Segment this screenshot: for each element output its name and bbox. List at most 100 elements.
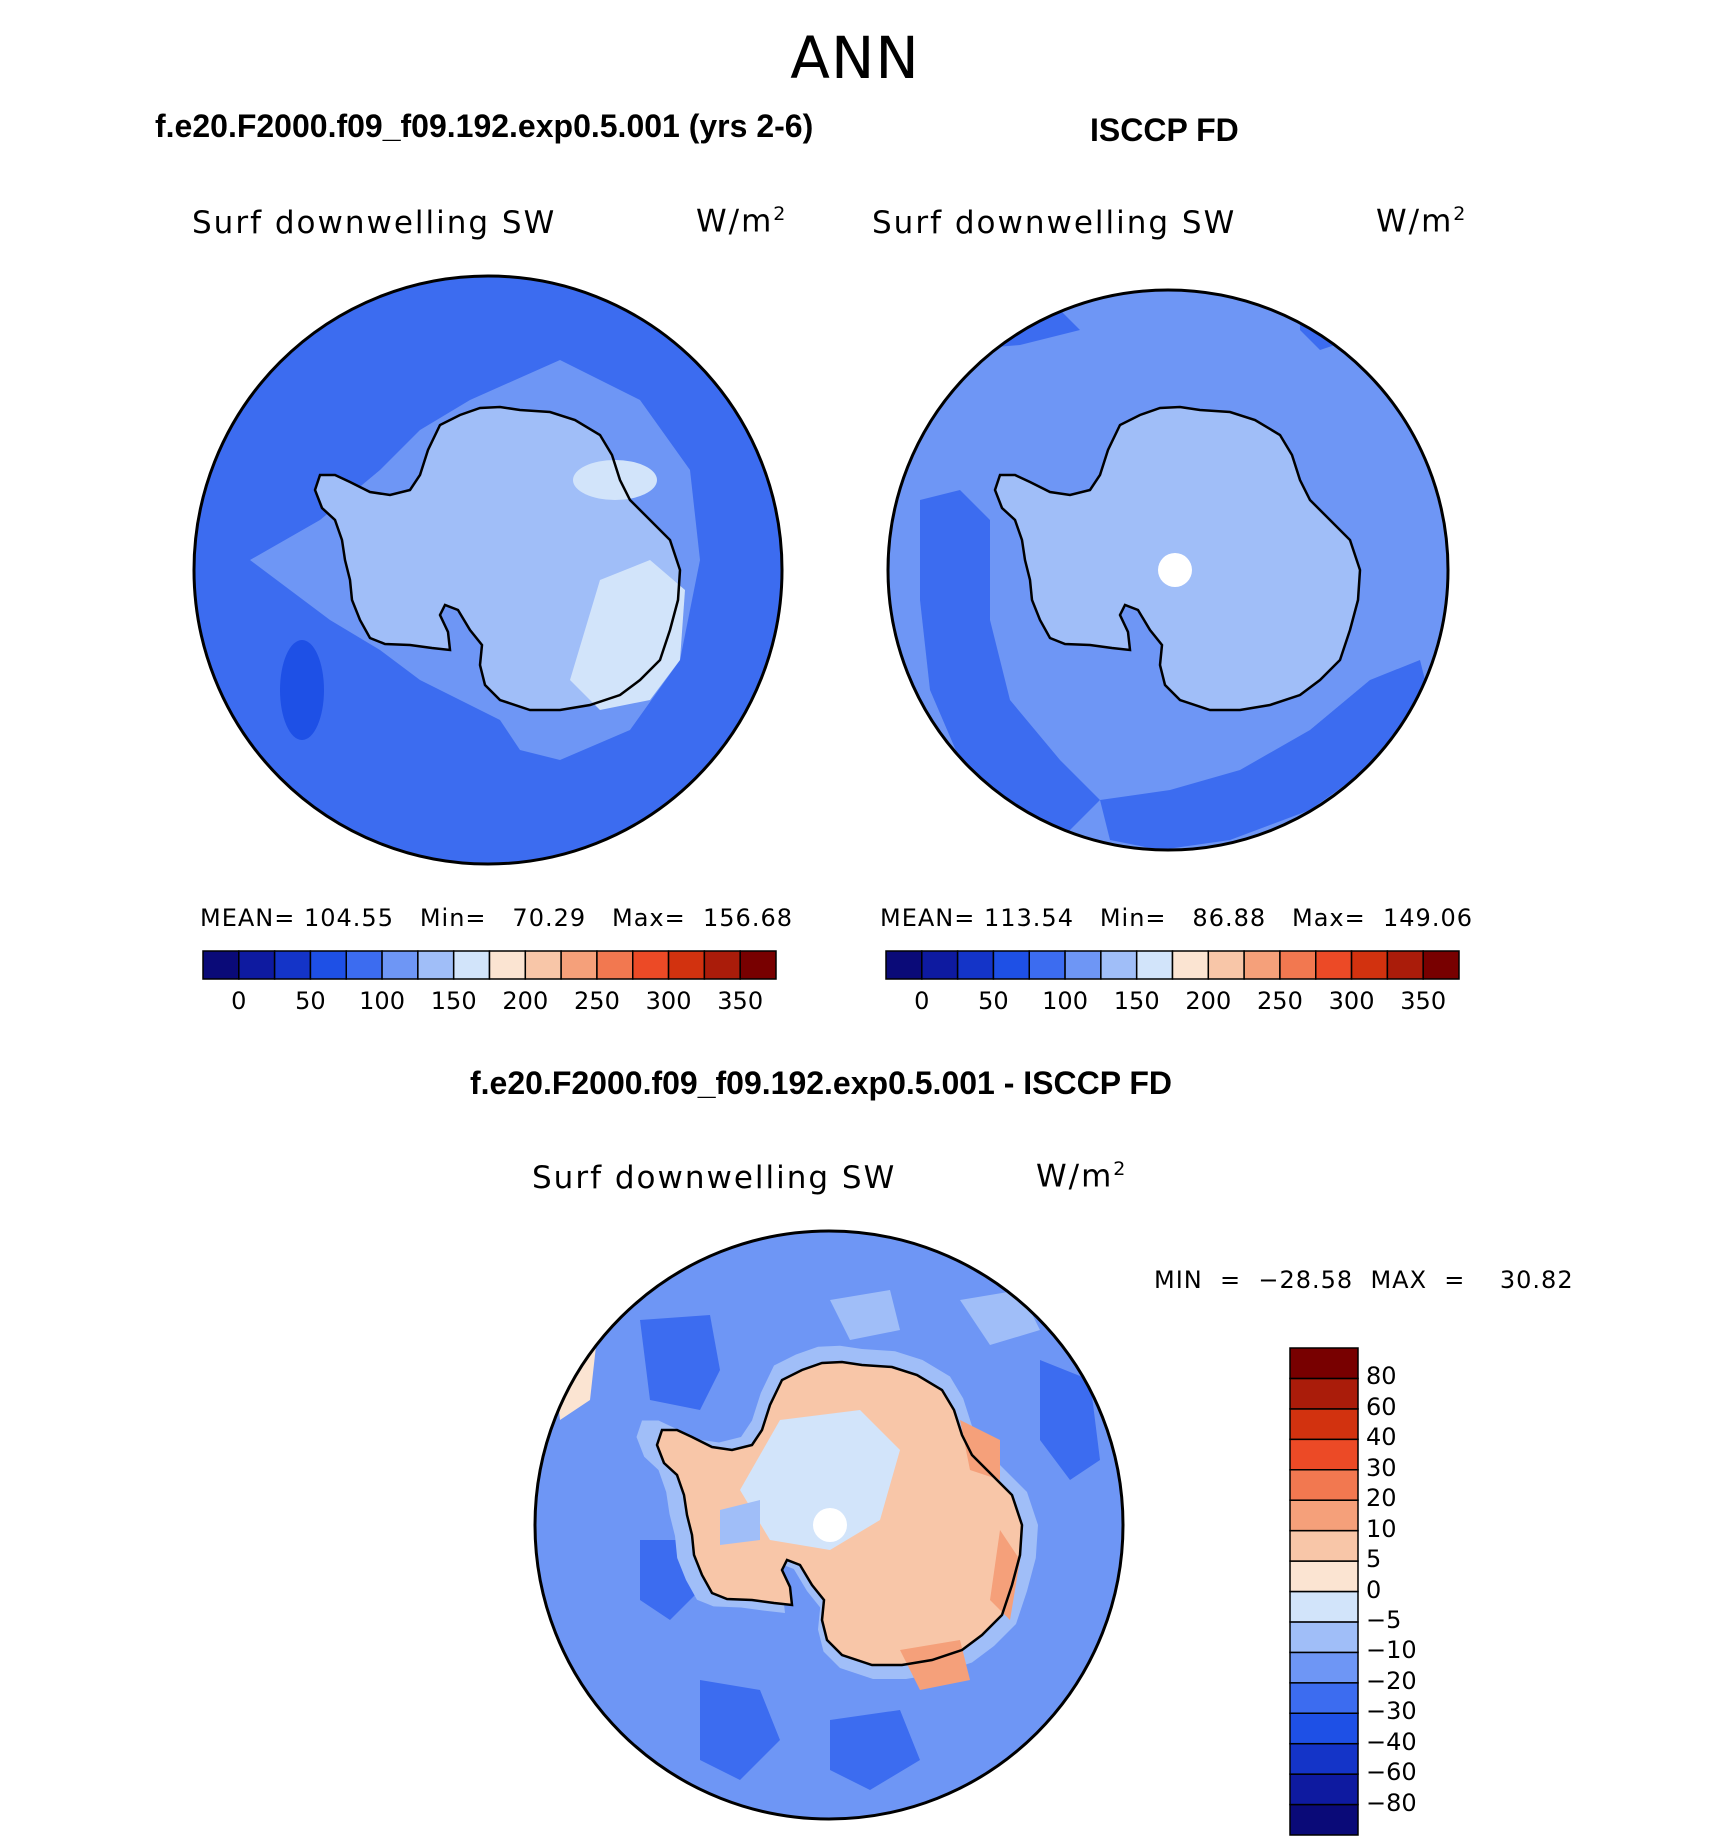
diff-map: [533, 1229, 1125, 1821]
model-colorbar-tick-label: 350: [717, 987, 764, 1015]
diff-colorbar-swatch: [1289, 1499, 1359, 1532]
model-variable-label: Surf downwelling SW: [192, 205, 557, 241]
obs-colorbar-swatch: [885, 950, 923, 980]
model-ocean-low: [280, 640, 324, 740]
diff-colorbar-swatch: [1289, 1712, 1359, 1745]
obs-colorbar-swatch: [1386, 950, 1424, 980]
model-colorbar-swatch: [309, 950, 347, 980]
diff-colorbar-tick-label: 5: [1366, 1545, 1382, 1574]
diff-colorbar-tick-label: 30: [1366, 1453, 1397, 1482]
obs-colorbar: [885, 950, 1460, 980]
model-colorbar-tick-label: 150: [430, 987, 477, 1015]
model-colorbar-swatch: [273, 950, 312, 980]
obs-colorbar-tick-label: 300: [1328, 987, 1375, 1015]
diff-colorbar-tick-label: 20: [1366, 1484, 1397, 1513]
obs-colorbar-tick-label: 0: [914, 987, 930, 1015]
obs-map: [886, 288, 1450, 852]
obs-colorbar-tick-label: 350: [1400, 987, 1447, 1015]
obs-colorbar-swatch: [1064, 950, 1102, 980]
obs-panel-title: ISCCP FD: [1090, 112, 1239, 148]
diff-colorbar-swatch: [1289, 1682, 1359, 1714]
obs-stats: MEAN= 113.54 Min= 86.88 Max= 149.06: [880, 904, 1473, 932]
diff-colorbar-tick-label: −30: [1366, 1697, 1417, 1726]
diff-colorbar-tick-label: 0: [1366, 1575, 1382, 1604]
diff-colorbar-swatch: [1289, 1651, 1359, 1684]
diff-colorbar-tick-label: 80: [1366, 1362, 1397, 1391]
obs-colorbar-swatch: [1100, 950, 1138, 980]
diff-colorbar-tick-label: −5: [1366, 1605, 1402, 1634]
diff-colorbar-swatch: [1289, 1347, 1359, 1380]
diff-panel-title: f.e20.F2000.f09_f09.192.exp0.5.001 - ISC…: [470, 1065, 1173, 1101]
obs-colorbar-swatch: [1350, 950, 1389, 980]
model-colorbar-swatch: [632, 950, 670, 980]
obs-colorbar-tick-label: 250: [1257, 987, 1303, 1015]
diff-colorbar-swatch: [1289, 1590, 1359, 1623]
model-colorbar-swatch: [488, 950, 527, 980]
obs-colorbar-swatch: [1135, 950, 1174, 980]
diff-colorbar-swatch: [1289, 1377, 1359, 1410]
model-map: [192, 274, 784, 866]
model-colorbar-swatch: [417, 950, 455, 980]
model-colorbar-swatch: [739, 950, 777, 980]
diff-colorbar-swatch: [1289, 1529, 1359, 1562]
diff-colorbar-swatch: [1289, 1773, 1359, 1806]
diff-colorbar-tick-label: −60: [1366, 1758, 1417, 1787]
model-colorbar-swatch: [381, 950, 419, 980]
model-colorbar-swatch: [596, 950, 634, 980]
obs-colorbar-swatch: [992, 950, 1030, 980]
model-colorbar-tick-label: 100: [359, 987, 405, 1015]
diff-colorbar-swatch: [1289, 1621, 1359, 1654]
model-colorbar-swatch: [667, 950, 706, 980]
diff-colorbar-swatch: [1289, 1742, 1359, 1775]
obs-colorbar-swatch: [1207, 950, 1245, 980]
obs-units-label: W/m2: [1376, 203, 1468, 240]
diff-units-label: W/m2: [1036, 1158, 1128, 1195]
diff-variable-label: Surf downwelling SW: [532, 1160, 897, 1196]
diff-colorbar-tick-label: 40: [1366, 1423, 1397, 1452]
model-colorbar-swatch: [560, 950, 598, 980]
obs-colorbar-tick-label: 100: [1042, 987, 1088, 1015]
diff-colorbar-swatch: [1289, 1469, 1359, 1501]
model-colorbar-swatch: [452, 950, 491, 980]
obs-colorbar-swatch: [1243, 950, 1281, 980]
obs-colorbar-swatch: [956, 950, 995, 980]
model-units-label: W/m2: [696, 203, 788, 240]
obs-colorbar-swatch: [1315, 950, 1353, 980]
diff-colorbar-tick-label: −20: [1366, 1666, 1417, 1695]
obs-colorbar-swatch: [921, 950, 959, 980]
model-colorbar-tick-label: 50: [295, 987, 326, 1015]
diff-colorbar-swatch: [1289, 1560, 1359, 1593]
model-stats: MEAN= 104.55 Min= 70.29 Max= 156.68: [200, 904, 793, 932]
model-colorbar-swatch: [238, 950, 276, 980]
diff-colorbar-tick-label: 60: [1366, 1392, 1397, 1421]
diff-colorbar-swatch: [1289, 1438, 1359, 1471]
diff-stats: MIN = −28.58 MAX = 30.82: [1154, 1266, 1574, 1294]
diff-colorbar-tick-label: −10: [1366, 1636, 1417, 1665]
diff-colorbar-swatch: [1289, 1408, 1359, 1441]
diff-colorbar-tick-label: −40: [1366, 1727, 1417, 1756]
obs-colorbar-tick-label: 50: [978, 987, 1009, 1015]
model-colorbar: [202, 950, 777, 980]
model-colorbar-swatch: [202, 950, 240, 980]
obs-colorbar-tick-label: 200: [1185, 987, 1232, 1015]
diff-colorbar-tick-label: 10: [1366, 1514, 1397, 1543]
model-colorbar-swatch: [345, 950, 383, 980]
model-colorbar-swatch: [703, 950, 741, 980]
obs-variable-label: Surf downwelling SW: [872, 205, 1237, 241]
model-colorbar-tick-label: 0: [231, 987, 247, 1015]
diff-colorbar: [1289, 1347, 1359, 1836]
diff-colorbar-tick-label: −80: [1366, 1788, 1417, 1817]
model-panel-title: f.e20.F2000.f09_f09.192.exp0.5.001 (yrs …: [155, 108, 814, 144]
obs-colorbar-swatch: [1422, 950, 1460, 980]
obs-colorbar-swatch: [1279, 950, 1317, 980]
obs-colorbar-tick-label: 150: [1113, 987, 1160, 1015]
figure-title: ANN: [790, 24, 920, 92]
model-colorbar-swatch: [524, 950, 562, 980]
obs-colorbar-swatch: [1028, 950, 1066, 980]
model-colorbar-tick-label: 300: [645, 987, 692, 1015]
model-colorbar-tick-label: 250: [574, 987, 620, 1015]
diff-colorbar-swatch: [1289, 1803, 1359, 1836]
obs-colorbar-swatch: [1171, 950, 1210, 980]
model-colorbar-tick-label: 200: [502, 987, 549, 1015]
